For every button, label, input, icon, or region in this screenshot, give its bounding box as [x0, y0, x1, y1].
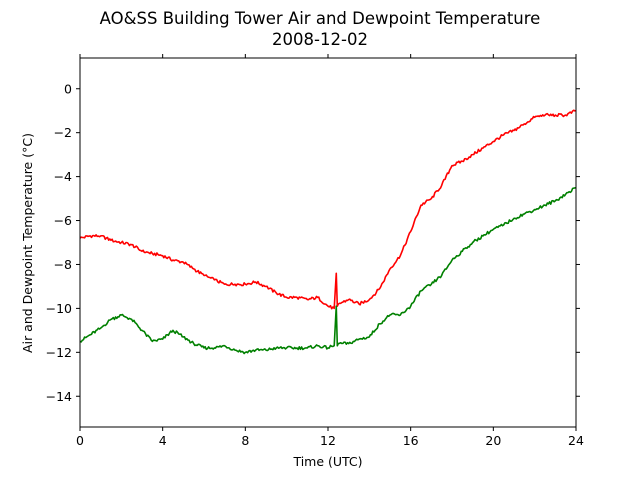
plot-frame [79, 57, 577, 428]
series-line-2 [79, 186, 577, 355]
x-tick-label: 24 [568, 433, 584, 448]
x-tick-label: 16 [403, 433, 419, 448]
chart-subtitle: 2008-12-02 [272, 30, 368, 49]
axis-ticks: 0 4 8 12 16 20 24 0 −2 −4 −6 −8 −10 −12 −14 [46, 54, 584, 448]
x-axis-label: Time (UTC) [292, 454, 362, 469]
y-tick-label: −6 [54, 213, 72, 228]
x-tick-label: 20 [485, 433, 501, 448]
series-line-1 [79, 109, 577, 310]
chart-title: AO&SS Building Tower Air and Dewpoint Te… [100, 9, 541, 28]
plot-series [79, 109, 577, 355]
y-axis-label: Air and Dewpoint Temperature (°C) [20, 133, 35, 353]
x-tick-label: 0 [76, 433, 84, 448]
y-tick-label: −14 [46, 389, 72, 404]
x-tick-label: 8 [241, 433, 249, 448]
y-tick-label: −12 [46, 345, 72, 360]
y-tick-label: −8 [54, 257, 72, 272]
y-tick-label: −2 [54, 125, 72, 140]
y-tick-label: −10 [46, 301, 72, 316]
x-tick-label: 12 [320, 433, 336, 448]
y-tick-label: −4 [54, 169, 72, 184]
y-tick-label: 0 [64, 81, 72, 96]
axes [79, 57, 577, 428]
x-tick-label: 4 [159, 433, 167, 448]
